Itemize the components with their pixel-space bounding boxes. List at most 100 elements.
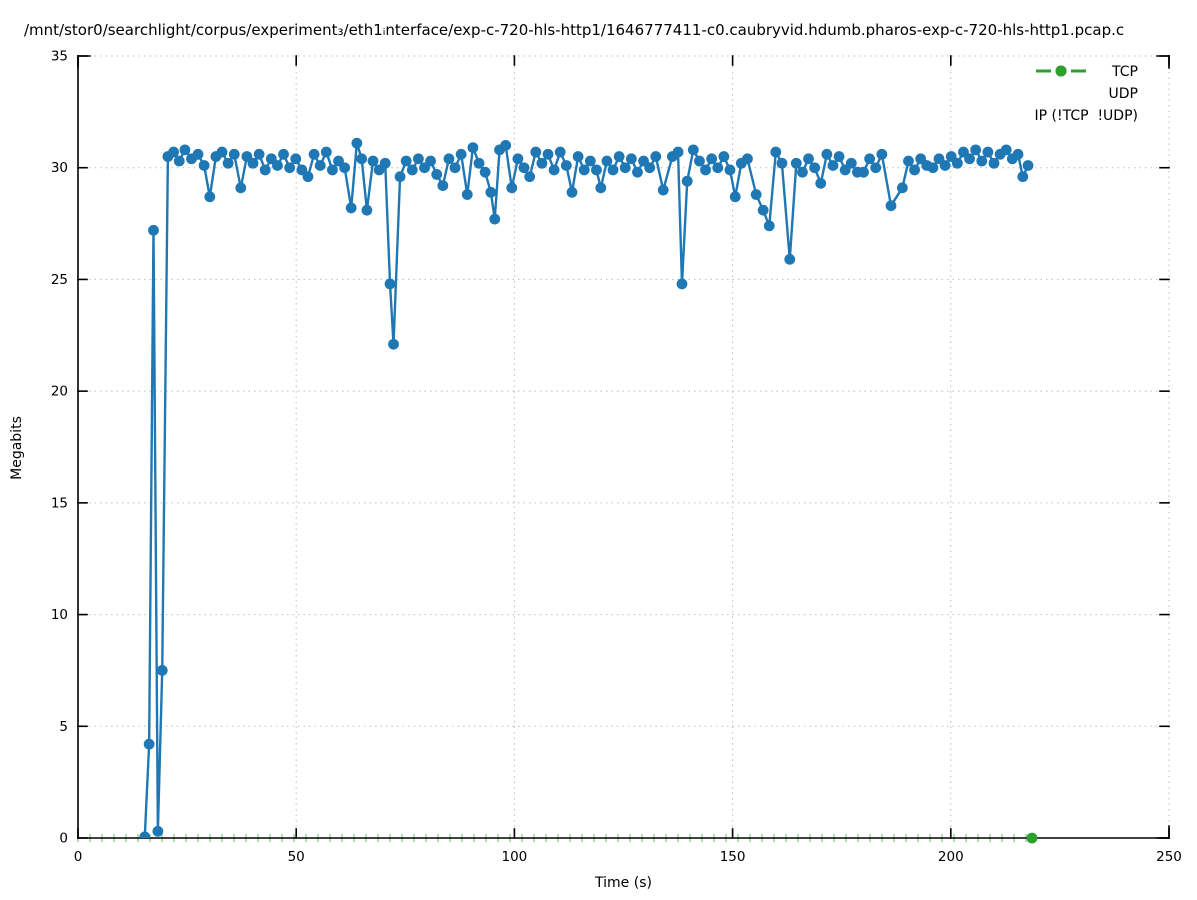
data-point <box>192 148 204 160</box>
data-point <box>473 157 485 169</box>
data-point <box>650 151 662 162</box>
data-point <box>449 162 461 174</box>
data-point <box>757 204 769 216</box>
data-point <box>235 182 247 194</box>
y-tick-label: 5 <box>59 719 68 735</box>
x-tick-label: 150 <box>720 849 746 865</box>
legend-item-ip-tcp-udp-: IP (!TCP !UDP) <box>1035 65 1148 125</box>
data-point <box>156 665 168 676</box>
data-point <box>803 153 814 165</box>
data-point <box>790 157 802 169</box>
data-point <box>485 186 497 198</box>
data-point <box>198 160 210 171</box>
data-point <box>308 148 320 160</box>
data-point <box>560 160 572 171</box>
data-point <box>247 157 259 169</box>
data-point <box>1012 148 1024 160</box>
data-point <box>864 153 876 165</box>
data-point <box>613 151 625 162</box>
data-point <box>278 148 289 160</box>
data-point <box>776 157 788 169</box>
data-point <box>548 164 560 176</box>
data-point <box>259 164 271 176</box>
data-point <box>1022 160 1034 171</box>
data-point <box>797 166 808 178</box>
data-point <box>951 157 963 169</box>
data-point <box>479 166 491 178</box>
data-point <box>388 338 399 350</box>
series-tcp <box>139 137 1034 838</box>
data-point <box>712 162 724 174</box>
data-point <box>676 278 688 290</box>
data-point <box>1026 832 1038 844</box>
data-point <box>379 157 391 169</box>
legend-item-tcp: TCP <box>1035 63 1147 81</box>
data-point <box>455 148 467 160</box>
data-point <box>272 160 283 171</box>
data-point <box>763 220 775 232</box>
data-point <box>216 146 228 158</box>
data-point <box>625 153 637 165</box>
data-point <box>204 191 216 203</box>
data-point <box>724 164 736 176</box>
y-tick-label: 35 <box>51 49 68 65</box>
data-point <box>554 146 566 158</box>
y-tick-label: 25 <box>51 272 68 288</box>
data-point <box>578 164 590 176</box>
data-point <box>988 157 1000 169</box>
data-point <box>784 253 796 265</box>
data-point <box>845 157 857 169</box>
series-ip-tcp-udp- <box>1026 832 1038 844</box>
data-point <box>339 162 351 174</box>
x-tick-label: 50 <box>288 849 305 865</box>
data-point <box>681 175 693 187</box>
data-point <box>833 151 845 162</box>
data-point <box>536 157 548 169</box>
data-point <box>601 155 613 167</box>
grid <box>78 55 1170 838</box>
data-point <box>284 162 296 174</box>
data-point <box>314 160 326 171</box>
chart-title: /mnt/stor0/searchlight/corpus/experiment… <box>24 21 1125 39</box>
data-point <box>228 148 240 160</box>
y-tick-label: 0 <box>59 831 68 847</box>
y-tick-label: 15 <box>51 495 68 511</box>
tick-labels: 0 50 100 150 200 250 0 5 10 15 20 25 30 35 <box>51 49 1182 866</box>
data-point <box>542 148 554 160</box>
data-point <box>827 160 839 171</box>
data-point <box>572 151 584 162</box>
legend-sample-ip-tcp-udp- <box>1035 65 1086 77</box>
data-point <box>290 153 302 165</box>
data-point <box>143 738 155 750</box>
data-point <box>345 202 357 214</box>
data-point <box>530 146 542 158</box>
x-tick-label: 250 <box>1156 849 1182 865</box>
data-point <box>858 166 869 178</box>
data-point <box>885 200 897 212</box>
data-point <box>412 153 424 165</box>
x-tick-label: 200 <box>938 849 964 865</box>
data-point <box>870 162 882 174</box>
data-point <box>607 164 619 176</box>
data-point <box>896 182 908 194</box>
y-tick-label: 30 <box>51 160 68 176</box>
data-point <box>506 182 518 194</box>
data-point <box>1017 171 1029 183</box>
data-point <box>425 155 437 167</box>
series-line <box>143 141 1030 837</box>
x-tick-label: 0 <box>74 849 83 865</box>
data-point <box>939 160 951 171</box>
data-point <box>700 164 711 176</box>
data-point <box>400 155 412 167</box>
data-point <box>384 278 396 290</box>
data-point <box>584 155 596 167</box>
data-point <box>320 146 332 158</box>
corner-mark-top-right <box>1156 55 1170 69</box>
data-point <box>657 184 669 196</box>
data-point <box>694 155 705 167</box>
data-point <box>173 155 185 167</box>
legend-label: TCP <box>1112 64 1138 80</box>
data-point <box>512 153 524 165</box>
data-point <box>253 148 265 160</box>
